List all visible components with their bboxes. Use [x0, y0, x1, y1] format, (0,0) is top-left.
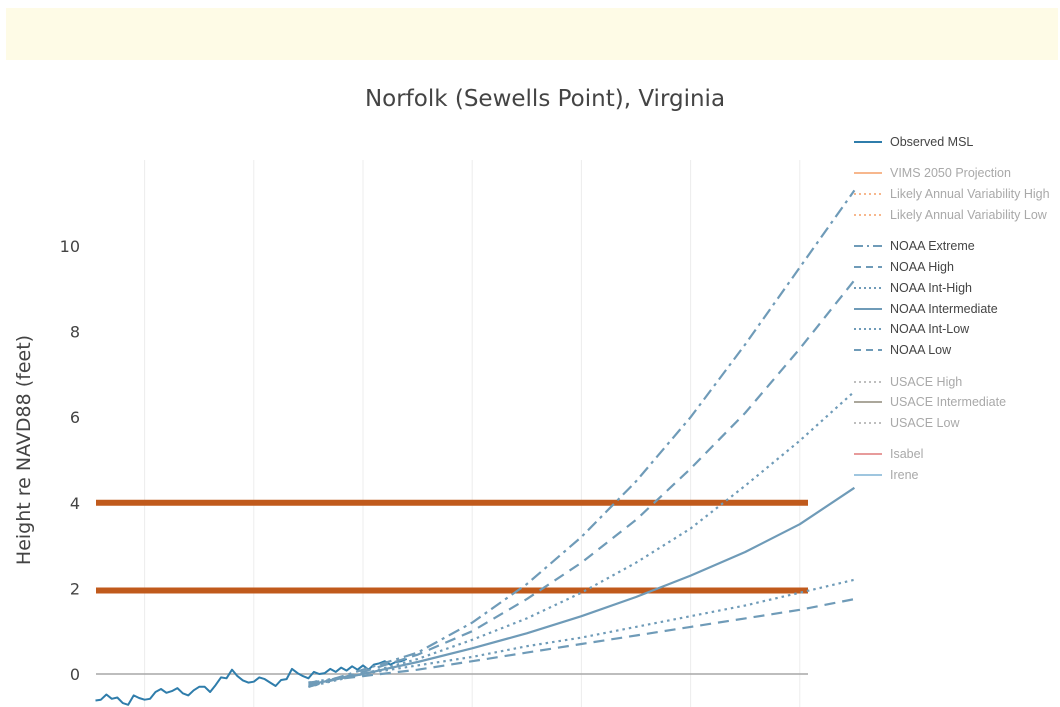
legend-swatch — [854, 286, 882, 289]
y-tick-label: 2 — [70, 579, 80, 598]
legend-item-vims-2050-projection[interactable]: VIMS 2050 Projection — [852, 165, 1060, 181]
series-line-noaa-high — [308, 279, 856, 688]
legend-swatch — [854, 401, 882, 404]
series-line-noaa-int-low — [308, 578, 855, 684]
legend-swatch — [854, 245, 882, 248]
legend-label: NOAA Extreme — [890, 239, 975, 254]
legend-item-noaa-int-low[interactable]: NOAA Int-Low — [852, 321, 1060, 337]
legend-swatch — [854, 349, 882, 352]
series-line-noaa-extreme — [308, 189, 856, 688]
legend-swatch — [854, 474, 882, 477]
legend-label: USACE Low — [890, 416, 960, 431]
legend-label: Isabel — [890, 447, 924, 462]
legend-label: Observed MSL — [890, 135, 974, 149]
legend-swatch — [854, 328, 882, 331]
y-tick-label: 0 — [70, 665, 80, 684]
y-tick-label: 8 — [70, 323, 80, 342]
y-tick-label: 4 — [70, 494, 80, 513]
legend-swatch — [854, 213, 882, 216]
legend-swatch — [854, 453, 882, 456]
legend-item-likely-annual-variability-high[interactable]: Likely Annual Variability High — [852, 186, 1060, 202]
series-line-noaa-low — [308, 598, 855, 684]
legend-swatch — [854, 380, 882, 383]
y-tick-label: 6 — [70, 408, 80, 427]
top-banner — [6, 8, 1058, 60]
legend-item-noaa-extreme[interactable]: NOAA Extreme — [852, 238, 1060, 254]
legend-item-noaa-low[interactable]: NOAA Low — [852, 342, 1060, 358]
legend-item-usace-high[interactable]: USACE High — [852, 374, 1060, 390]
legend-label: USACE High — [890, 374, 963, 389]
legend-label: NOAA Int-High — [890, 280, 972, 295]
series-line-noaa-int-high — [308, 390, 856, 688]
legend-label: NOAA High — [890, 260, 954, 274]
legend-label: NOAA Intermediate — [890, 301, 998, 316]
legend-label: VIMS 2050 Projection — [890, 166, 1011, 181]
legend-item-noaa-high[interactable]: NOAA High — [852, 259, 1060, 275]
legend-label: USACE Intermediate — [890, 395, 1007, 410]
legend-label: Irene — [890, 468, 919, 483]
legend-item-observed-msl[interactable]: Observed MSL — [852, 134, 1060, 150]
legend-label: NOAA Int-Low — [890, 322, 970, 337]
legend-item-likely-annual-variability-low[interactable]: Likely Annual Variability Low — [852, 207, 1060, 223]
legend-item-isabel[interactable]: Isabel — [852, 446, 1060, 462]
legend-item-usace-intermediate[interactable]: USACE Intermediate — [852, 394, 1060, 410]
legend-swatch — [854, 141, 882, 143]
legend-swatch — [854, 266, 882, 268]
y-tick-label: 10 — [60, 237, 80, 256]
legend-swatch — [854, 422, 882, 425]
legend-item-noaa-intermediate[interactable]: NOAA Intermediate — [852, 301, 1060, 317]
series-line-noaa-intermediate — [308, 486, 856, 686]
legend-swatch — [854, 307, 882, 310]
legend-swatch — [854, 172, 882, 175]
legend-label: NOAA Low — [890, 343, 952, 358]
legend-item-irene[interactable]: Irene — [852, 467, 1060, 483]
legend-item-usace-low[interactable]: USACE Low — [852, 415, 1060, 431]
legend-label: Likely Annual Variability Low — [890, 207, 1047, 222]
legend-item-noaa-int-high[interactable]: NOAA Int-High — [852, 280, 1060, 296]
legend-swatch — [854, 193, 882, 196]
chart-title: Norfolk (Sewells Point), Virginia — [364, 86, 726, 112]
series-line-observed-msl — [95, 658, 408, 706]
legend-label: Likely Annual Variability High — [890, 187, 1050, 202]
